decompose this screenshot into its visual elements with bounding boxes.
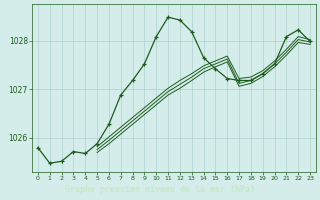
Text: Graphe pression niveau de la mer (hPa): Graphe pression niveau de la mer (hPa): [65, 184, 255, 194]
